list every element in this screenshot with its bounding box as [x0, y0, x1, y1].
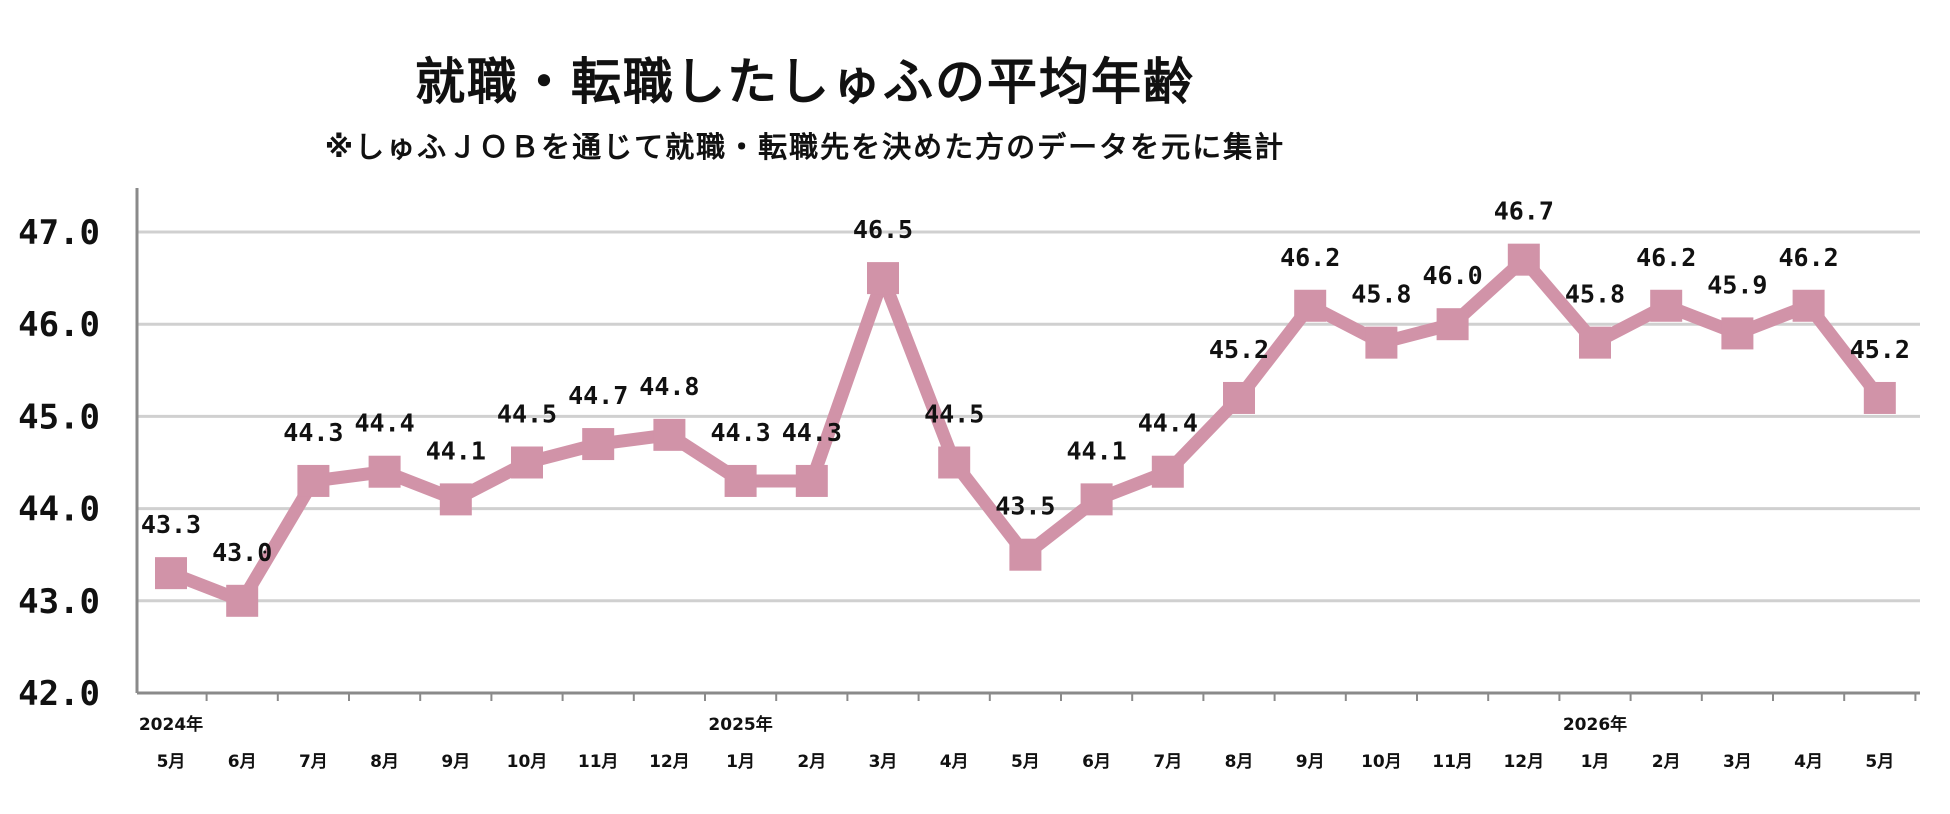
x-tick-label: 9月 — [1296, 752, 1325, 772]
x-tick-label: 4月 — [940, 752, 969, 772]
data-point — [1294, 289, 1327, 322]
data-point — [1507, 243, 1540, 276]
y-tick-label: 47.0 — [18, 213, 100, 253]
x-tick-label: 6月 — [228, 752, 257, 772]
data-label: 43.5 — [995, 492, 1055, 521]
data-label: 44.4 — [1138, 409, 1198, 438]
data-point — [1080, 483, 1113, 516]
x-tick-label: 12月 — [649, 752, 690, 772]
data-point — [511, 446, 543, 479]
data-label: 44.5 — [924, 400, 984, 429]
data-point — [1365, 326, 1398, 359]
data-point — [1436, 308, 1469, 341]
data-label: 44.3 — [782, 418, 842, 447]
x-tick-label: 1月 — [1581, 752, 1610, 772]
x-tick-label: 9月 — [441, 752, 470, 772]
x-tick-label: 10月 — [1361, 752, 1402, 772]
x-tick-label: 8月 — [1225, 752, 1254, 772]
data-label: 45.9 — [1707, 270, 1767, 299]
data-point — [297, 464, 330, 497]
data-label: 44.4 — [354, 409, 414, 438]
data-label: 46.2 — [1778, 243, 1838, 272]
x-tick-label: 3月 — [869, 752, 898, 772]
chart-title: 就職・転職したしゅふの平均年齢 — [415, 53, 1195, 111]
data-markers — [155, 243, 1896, 617]
chart-subtitle: ※しゅふＪＯＢを通じて就職・転職先を決めた方のデータを元に集計 — [324, 130, 1286, 164]
x-tick-label: 5月 — [157, 752, 186, 772]
y-tick-label: 44.0 — [18, 490, 100, 530]
y-tick-label: 46.0 — [18, 305, 100, 345]
data-label: 44.3 — [710, 418, 770, 447]
data-point — [1863, 381, 1896, 414]
data-label: 46.2 — [1280, 243, 1340, 272]
data-label: 45.2 — [1850, 335, 1910, 364]
y-tick-label: 45.0 — [18, 397, 100, 437]
data-label: 44.3 — [283, 418, 343, 447]
data-point — [724, 464, 757, 497]
data-labels: 43.3 43.0 44.3 44.4 44.1 44.5 44.7 44.8 44.3 44.3… — [141, 197, 1910, 567]
x-tick-label: 2月 — [1652, 752, 1681, 772]
y-tick-label: 43.0 — [18, 582, 100, 622]
data-point — [1650, 289, 1683, 322]
x-tick-label: 3月 — [1723, 752, 1752, 772]
data-point — [1223, 381, 1255, 414]
data-point — [582, 428, 615, 461]
x-tick-label: 11月 — [578, 752, 619, 772]
data-point — [1009, 538, 1042, 571]
data-label: 45.8 — [1351, 280, 1411, 309]
data-point — [226, 584, 259, 617]
data-label: 46.7 — [1494, 197, 1554, 226]
x-tick-label: 7月 — [299, 752, 328, 772]
data-label: 44.1 — [1066, 436, 1126, 465]
data-label: 46.2 — [1636, 243, 1696, 272]
x-year-label: 2026年 — [1563, 714, 1627, 735]
data-point — [795, 464, 828, 497]
x-tick-label: 8月 — [370, 752, 399, 772]
data-label: 45.2 — [1209, 335, 1269, 364]
data-point — [1792, 289, 1825, 322]
data-point — [439, 483, 472, 516]
y-tick-label: 42.0 — [18, 674, 100, 714]
data-label: 43.3 — [141, 510, 201, 539]
data-point — [1579, 326, 1611, 359]
x-tick-label: 7月 — [1153, 752, 1182, 772]
data-label: 44.8 — [639, 372, 699, 401]
x-tick-label: 6月 — [1082, 752, 1111, 772]
data-point — [653, 418, 686, 451]
data-label: 43.0 — [212, 538, 272, 567]
x-tick-label: 5月 — [1011, 752, 1040, 772]
x-tick-label: 4月 — [1794, 752, 1823, 772]
x-tick-label: 10月 — [507, 752, 548, 772]
axes — [135, 188, 1920, 701]
x-year-label: 2024年 — [139, 714, 203, 735]
data-point — [368, 455, 401, 488]
x-tick-label: 5月 — [1865, 752, 1894, 772]
y-tick-labels: 42.0 43.0 44.0 45.0 46.0 47.0 — [18, 213, 100, 714]
data-label: 46.5 — [853, 215, 913, 244]
x-year-label: 2025年 — [708, 714, 772, 735]
data-label: 46.0 — [1422, 261, 1482, 290]
data-label: 44.7 — [568, 381, 628, 410]
x-tick-label: 11月 — [1432, 752, 1473, 772]
x-tick-label: 12月 — [1503, 752, 1544, 772]
data-label: 45.8 — [1565, 280, 1625, 309]
data-point — [1721, 317, 1754, 350]
data-point — [1151, 455, 1184, 488]
data-label: 44.1 — [426, 436, 486, 465]
data-label: 44.5 — [497, 400, 557, 429]
x-tick-labels: 5月 6月 7月 8月 9月 10月 11月 12月 1月 2月 3月 4月 5月 6月 7月 8月 9月 10月… — [139, 714, 1894, 772]
x-tick-label: 1月 — [726, 752, 755, 772]
data-point — [867, 262, 899, 295]
x-tick-label: 2月 — [797, 752, 826, 772]
data-point — [938, 446, 971, 479]
data-point — [155, 557, 187, 590]
